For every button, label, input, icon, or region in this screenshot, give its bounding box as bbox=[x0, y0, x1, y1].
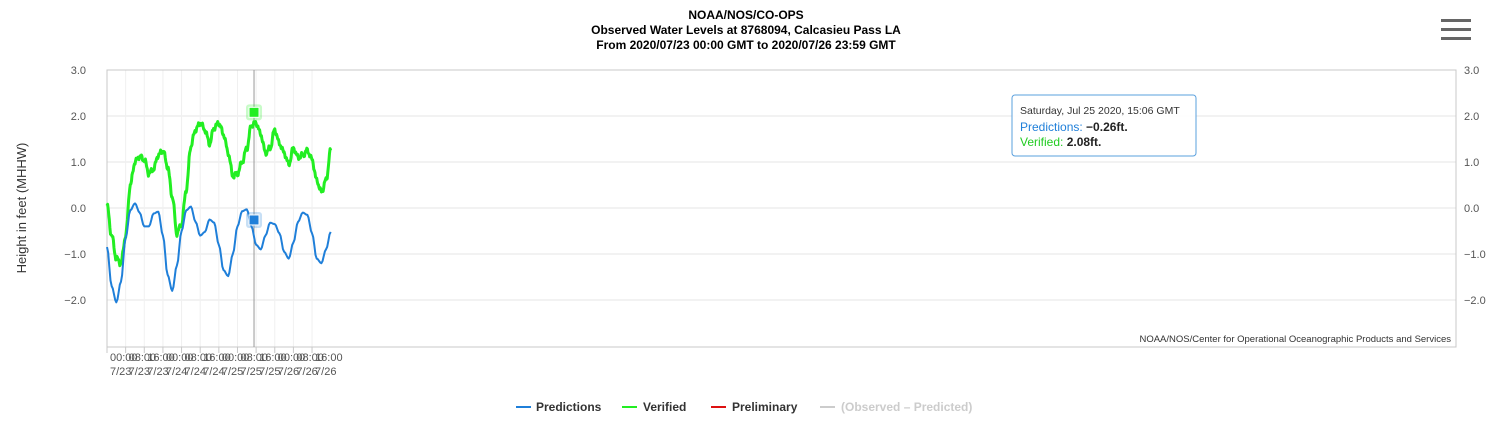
y-tick-label-right: 3.0 bbox=[1464, 65, 1479, 77]
legend-item-preliminary[interactable]: Preliminary bbox=[711, 400, 798, 414]
menu-bar bbox=[1441, 19, 1471, 22]
legend-label-observed-minus-predicted: (Observed – Predicted) bbox=[841, 400, 972, 414]
tooltip-header: Saturday, Jul 25 2020, 15:06 GMT bbox=[1020, 105, 1180, 117]
hamburger-menu-icon[interactable] bbox=[1438, 14, 1474, 48]
x-tick-date: 7/25 bbox=[259, 366, 280, 378]
legend-label-verified: Verified bbox=[643, 400, 686, 414]
tooltip-marker-predictions bbox=[248, 214, 260, 226]
tooltip-row-predictions: Predictions: −0.26ft. bbox=[1020, 120, 1128, 134]
chart-title-line-1: NOAA/NOS/CO-OPS bbox=[688, 8, 803, 22]
menu-bar bbox=[1441, 28, 1471, 31]
legend-label-preliminary: Preliminary bbox=[732, 400, 798, 414]
x-tick-date: 7/23 bbox=[147, 366, 168, 378]
x-tick-time: 08:00 bbox=[240, 352, 268, 364]
legend-item-verified[interactable]: Verified bbox=[622, 400, 686, 414]
x-tick-time: 08:00 bbox=[296, 352, 324, 364]
x-tick-date: 7/24 bbox=[203, 366, 224, 378]
legend: Predictions Verified Preliminary (Observ… bbox=[516, 400, 972, 414]
x-tick-time: 16:00 bbox=[203, 352, 231, 364]
x-tick-time: 16:00 bbox=[315, 352, 343, 364]
y-tick-label-right: −2.0 bbox=[1464, 295, 1486, 307]
legend-label-predictions: Predictions bbox=[536, 400, 602, 414]
x-tick-date: 7/24 bbox=[166, 366, 187, 378]
y-tick-label-right: 0.0 bbox=[1464, 203, 1479, 215]
x-tick-date: 7/26 bbox=[315, 366, 336, 378]
y-tick-label-left: −2.0 bbox=[64, 295, 86, 307]
y-tick-label-right: 1.0 bbox=[1464, 157, 1479, 169]
y-tick-label-left: 3.0 bbox=[71, 65, 86, 77]
y-tick-label-left: 0.0 bbox=[71, 203, 86, 215]
y-tick-label-left: 2.0 bbox=[71, 111, 86, 123]
tooltip: Saturday, Jul 25 2020, 15:06 GMT Predict… bbox=[1011, 94, 1197, 157]
y-tick-label-left: −1.0 bbox=[64, 249, 86, 261]
x-tick-time: 16:00 bbox=[259, 352, 287, 364]
legend-item-predictions[interactable]: Predictions bbox=[516, 400, 602, 414]
y-axis-right: 3.0 2.0 1.0 0.0 −1.0 −2.0 bbox=[1464, 65, 1486, 307]
y-tick-label-right: 2.0 bbox=[1464, 111, 1479, 123]
x-tick-date: 7/25 bbox=[240, 366, 261, 378]
x-tick-date: 7/26 bbox=[296, 366, 317, 378]
x-tick-time: 00:00 bbox=[166, 352, 194, 364]
x-tick-time: 08:00 bbox=[185, 352, 213, 364]
x-tick-time: 00:00 bbox=[222, 352, 250, 364]
x-tick-date: 7/23 bbox=[129, 366, 150, 378]
tooltip-row-verified: Verified: 2.08ft. bbox=[1020, 135, 1101, 149]
x-tick-time: 00:00 bbox=[278, 352, 306, 364]
x-tick-date: 7/26 bbox=[278, 366, 299, 378]
y-tick-label-right: −1.0 bbox=[1464, 249, 1486, 261]
x-tick-date: 7/23 bbox=[110, 366, 131, 378]
y-axis-left: 3.0 2.0 1.0 0.0 −1.0 −2.0 bbox=[64, 65, 86, 307]
series-verified-line[interactable] bbox=[105, 120, 333, 268]
y-axis-title: Height in feet (MHHW) bbox=[14, 143, 29, 274]
tooltip-marker-verified bbox=[248, 106, 260, 118]
tooltip-box bbox=[1011, 94, 1197, 157]
menu-bar bbox=[1441, 37, 1471, 40]
tooltip-predictions-value: −0.26ft. bbox=[1086, 120, 1128, 134]
legend-item-observed-minus-predicted[interactable]: (Observed – Predicted) bbox=[820, 400, 972, 414]
tooltip-predictions-label: Predictions bbox=[1020, 120, 1079, 134]
tooltip-verified-value: 2.08ft. bbox=[1067, 135, 1102, 149]
tooltip-verified-label: Verified bbox=[1020, 135, 1060, 149]
x-tick-time: 08:00 bbox=[129, 352, 157, 364]
x-tick-date: 7/24 bbox=[185, 366, 206, 378]
x-tick-date: 7/25 bbox=[222, 366, 243, 378]
chart-credit: NOAA/NOS/Center for Operational Oceanogr… bbox=[1139, 334, 1451, 345]
tooltip-colon: : bbox=[1079, 120, 1086, 134]
series-predictions-line[interactable] bbox=[106, 202, 332, 304]
x-tick-time: 00:00 bbox=[110, 352, 138, 364]
x-tick-time: 16:00 bbox=[147, 352, 175, 364]
grid-lines bbox=[107, 69, 1456, 347]
chart-title-line-3: From 2020/07/23 00:00 GMT to 2020/07/26 … bbox=[596, 38, 896, 52]
tooltip-colon: : bbox=[1060, 135, 1067, 149]
x-axis: 00:00 7/23 08:00 7/23 16:00 7/23 00:00 7/24 08:0… bbox=[106, 347, 343, 378]
y-tick-label-left: 1.0 bbox=[71, 157, 86, 169]
chart-title-line-2: Observed Water Levels at 8768094, Calcas… bbox=[591, 23, 901, 37]
